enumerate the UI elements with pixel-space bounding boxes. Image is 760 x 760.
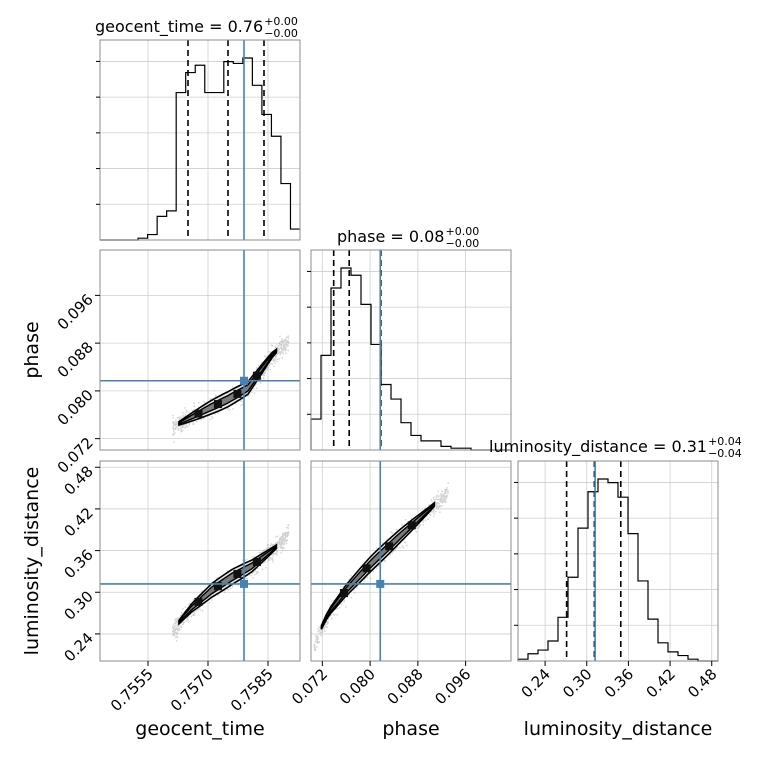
xtick-label-luminosity_distance-1: 0.30 — [559, 665, 595, 701]
contour-inner — [320, 502, 435, 629]
histogram-luminosity_distance — [517, 478, 718, 662]
hist-panel-geocent_time — [96, 39, 301, 241]
density-peak-1 — [194, 409, 203, 418]
title-luminosity_distance: luminosity_distance = 0.31 — [489, 437, 707, 457]
title-lower-luminosity_distance: −0.04 — [708, 447, 742, 460]
scatter-panel-geocent_time-vs-luminosity_distance — [99, 460, 301, 662]
xtick-label-phase-1: 0.080 — [336, 665, 379, 708]
xtick-label-phase-0: 0.072 — [288, 665, 331, 708]
truth-point — [376, 579, 385, 588]
density-peak-1 — [194, 597, 203, 606]
density-peak-4 — [252, 558, 261, 567]
title-upper-geocent_time: +0.00 — [264, 15, 298, 28]
xaxis-label-phase: phase — [382, 718, 439, 740]
title-lower-phase: −0.00 — [445, 237, 479, 250]
density-peak-2 — [213, 400, 222, 409]
sample-cloud — [172, 524, 290, 642]
panel-frame-luminosity_distance — [517, 460, 719, 662]
density-peak-3 — [233, 389, 242, 398]
panel-frame-geocent_time — [99, 39, 301, 241]
scatter-panel-phase-vs-luminosity_distance — [310, 460, 512, 662]
xtick-label-luminosity_distance-3: 0.42 — [643, 665, 679, 701]
density-peak-2 — [213, 582, 222, 591]
xtick-label-luminosity_distance-2: 0.36 — [601, 665, 637, 701]
title-upper-luminosity_distance: +0.04 — [708, 435, 742, 448]
title-geocent_time: geocent_time = 0.76 — [95, 17, 263, 37]
ytick-label-phase-3: 0.096 — [54, 290, 97, 333]
panel-frame — [99, 249, 301, 451]
yaxis-label-luminosity_distance: luminosity_distance — [21, 467, 43, 656]
ytick-label-luminosity_distance-2: 0.36 — [60, 546, 96, 582]
xtick-label-phase-3: 0.096 — [431, 665, 474, 708]
scatter-content-2-1 — [311, 461, 511, 661]
contour-inner — [178, 348, 278, 426]
panel-frame — [310, 460, 512, 662]
ytick-label-phase-1: 0.080 — [54, 386, 97, 429]
xaxis-label-geocent_time: geocent_time — [135, 718, 264, 740]
xtick-label-luminosity_distance-0: 0.24 — [518, 665, 554, 701]
yaxis-label-phase: phase — [21, 321, 43, 378]
scatter-panel-geocent_time-vs-phase — [99, 249, 301, 451]
ytick-label-luminosity_distance-0: 0.24 — [60, 629, 96, 665]
panel-frame — [99, 460, 301, 662]
histogram-geocent_time — [100, 57, 300, 241]
xtick-label-luminosity_distance-4: 0.48 — [684, 665, 720, 701]
contour-inner — [178, 544, 278, 625]
contour-outer — [178, 347, 278, 427]
xaxis-label-luminosity_distance: luminosity_distance — [524, 718, 713, 740]
density-peak-4 — [252, 371, 261, 380]
density-peak-1 — [340, 588, 349, 597]
hist-panel-luminosity_distance — [514, 460, 719, 662]
histogram-phase — [310, 267, 511, 451]
scatter-content-2-0 — [100, 461, 300, 661]
sample-cloud — [172, 335, 290, 443]
density-peak-4 — [407, 521, 416, 530]
truth-point — [240, 579, 248, 588]
ytick-label-phase-2: 0.088 — [54, 338, 97, 381]
contour-outer — [320, 501, 436, 630]
ytick-label-luminosity_distance-3: 0.42 — [60, 504, 96, 540]
scatter-content-1-0 — [100, 250, 300, 450]
density-peak-2 — [362, 564, 371, 573]
hist-panel-phase — [307, 249, 512, 451]
truth-point — [240, 376, 248, 385]
density-peak-3 — [385, 542, 394, 551]
density-peak-3 — [233, 569, 242, 578]
xtick-label-geocent_time-1: 0.7570 — [167, 665, 217, 715]
ytick-label-luminosity_distance-1: 0.30 — [60, 587, 96, 623]
title-lower-geocent_time: −0.00 — [264, 27, 298, 40]
title-upper-phase: +0.00 — [445, 225, 479, 238]
panel-frame-phase — [310, 249, 512, 451]
title-phase: phase = 0.08 — [337, 227, 444, 246]
xtick-label-geocent_time-0: 0.7555 — [107, 665, 157, 715]
xtick-label-geocent_time-2: 0.7585 — [227, 665, 277, 715]
xtick-label-phase-2: 0.088 — [384, 665, 427, 708]
